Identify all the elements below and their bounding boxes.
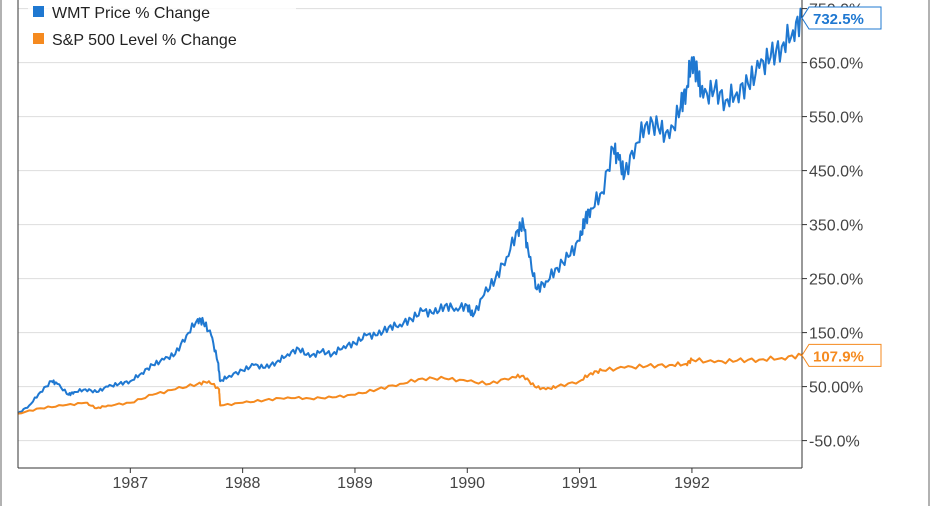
plot-background [18, 0, 802, 468]
end-label-box [801, 6, 882, 30]
y-tick-label: 550.0% [809, 110, 863, 127]
end-label-box [801, 343, 882, 367]
x-tick-label: 1990 [449, 475, 485, 492]
legend-swatch [33, 6, 44, 17]
x-tick-label: 1987 [113, 475, 149, 492]
y-tick-label: 250.0% [809, 272, 863, 289]
legend-swatch [33, 33, 44, 44]
legend-label: S&P 500 Level % Change [52, 32, 237, 49]
x-axis-ticks: 1987 1988 1989 1990 1991 1992 [113, 468, 710, 492]
end-label-text: 732.5% [813, 11, 864, 28]
grid-lines [18, 8, 802, 442]
end-label-text: 107.9% [813, 348, 864, 365]
series-line-0 [17, 7, 803, 415]
y-tick-label: 50.00% [809, 380, 863, 397]
legend-background [28, 0, 296, 58]
y-tick-label: -50.0% [809, 434, 860, 451]
y-tick-label: 150.0% [809, 326, 863, 343]
y-tick-label: 450.0% [809, 164, 863, 181]
series-end-labels: 732.5% 107.9% [801, 6, 882, 367]
series-lines [17, 7, 803, 415]
legend-label: WMT Price % Change [52, 5, 210, 22]
x-tick-label: 1991 [562, 475, 598, 492]
legend: WMT Price % Change S&P 500 Level % Change [28, 0, 296, 58]
y-tick-label: 650.0% [809, 56, 863, 73]
series-line-1 [17, 352, 803, 415]
x-tick-label: 1992 [674, 475, 710, 492]
y-axis-ticks: -50.0% 50.00% 150.0% 250.0% 350.0% 450.0% 550.… [802, 2, 863, 451]
x-tick-label: 1989 [337, 475, 373, 492]
y-tick-label: 350.0% [809, 218, 863, 235]
x-tick-label: 1988 [225, 475, 261, 492]
